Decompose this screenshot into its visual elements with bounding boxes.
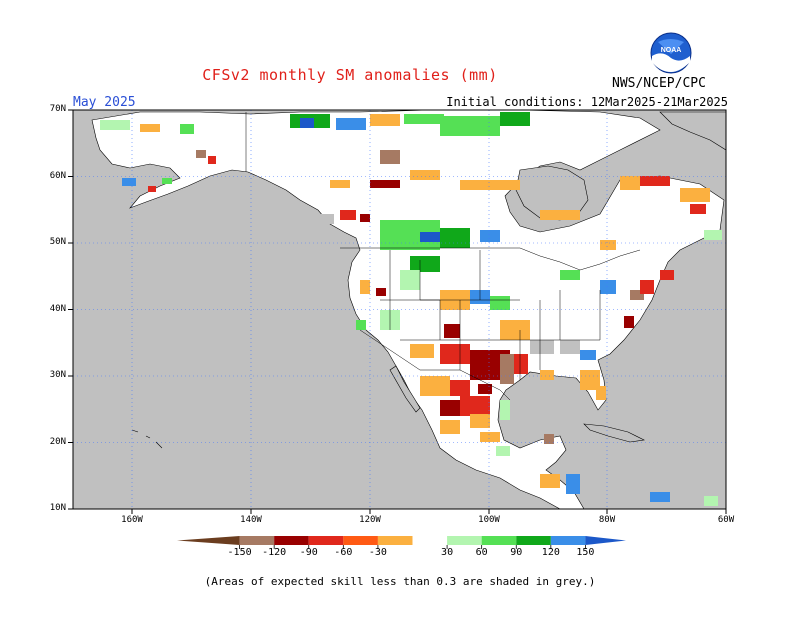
lat-label-50n: 50N (49, 237, 66, 247)
initial-conditions: Initial conditions: 12Mar2025-21Mar2025 (446, 95, 728, 109)
colorbar-label: 30 (441, 547, 454, 558)
political-borders (245, 112, 641, 401)
agency-label: NWS/NCEP/CPC (612, 76, 706, 91)
lon-label-100w: 100W (478, 515, 500, 525)
colorbar-label: 90 (510, 547, 523, 558)
gulf-of-california (389, 365, 421, 413)
lat-label-20n: 20N (49, 437, 66, 447)
graticule (73, 110, 726, 509)
lat-label-60n: 60N (49, 171, 66, 181)
colorbar-segment (412, 536, 448, 545)
colorbar-label: 150 (576, 547, 595, 558)
forecast-month: May 2025 (73, 95, 136, 110)
colorbar-label: -90 (299, 547, 318, 558)
colorbar-segment (239, 536, 275, 545)
lat-label-30n: 30N (49, 370, 66, 380)
lon-label-120w: 120W (359, 515, 381, 525)
anomaly-cells (100, 112, 722, 506)
axis-ticks (68, 109, 727, 514)
colorbar-segment (343, 536, 378, 545)
colorbar-label: -150 (227, 547, 252, 558)
lat-label-40n: 40N (49, 304, 66, 314)
colorbar-arrow-left (177, 536, 240, 545)
lon-label-140w: 140W (240, 515, 262, 525)
colorbar-segment (516, 536, 551, 545)
colorbar-label: -120 (262, 547, 287, 558)
colorbar-segment (274, 536, 309, 545)
colorbar-segment (550, 536, 586, 545)
hawaii (131, 429, 163, 449)
lat-label-70n: 70N (49, 104, 66, 114)
colorbar-label: -30 (368, 547, 387, 558)
colorbar-arrow-right (585, 536, 626, 545)
colorbar (177, 536, 626, 549)
colorbar-label: -60 (334, 547, 353, 558)
colorbar-segment (481, 536, 517, 545)
noaa-logo: NOAA (650, 32, 692, 74)
colorbar-segment (447, 536, 482, 545)
colorbar-label: 60 (475, 547, 488, 558)
lon-label-80w: 80W (598, 515, 616, 525)
colorbar-segment (308, 536, 344, 545)
cuba (583, 423, 645, 443)
colorbar-segment (377, 536, 413, 545)
lon-label-60w: 60W (717, 515, 735, 525)
skill-footnote: (Areas of expected skill less than 0.3 a… (204, 575, 596, 588)
lon-label-160w: 160W (121, 515, 143, 525)
greenland (659, 111, 726, 151)
noaa-logo-text: NOAA (661, 47, 682, 54)
lat-label-10n: 10N (49, 503, 66, 513)
colorbar-label: 120 (541, 547, 560, 558)
map-title: CFSv2 monthly SM anomalies (mm) (202, 66, 498, 84)
